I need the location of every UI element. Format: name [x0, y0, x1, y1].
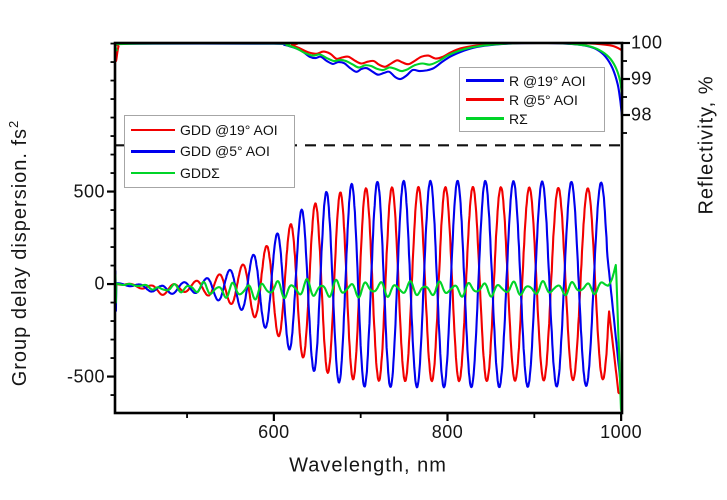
- gdd-tick-label-0: 0: [94, 273, 105, 294]
- legend-label-r-sum: RΣ: [509, 110, 528, 127]
- legend-item-gdd-5: GDD @5° AOI: [131, 143, 288, 159]
- legend-label-gdd-19: GDD @19° AOI: [180, 121, 278, 138]
- legend-item-r-19: R @19° AOI: [466, 73, 598, 89]
- legend-label-r-19: R @19° AOI: [509, 72, 586, 89]
- x-axis-title: Wavelength, nm: [289, 454, 447, 477]
- left-y-axis-title-text: Group delay dispersion. fs: [8, 127, 31, 387]
- legend-line-gdd-19: [131, 128, 175, 132]
- series-r_5: [115, 43, 622, 68]
- gdd-tick-label-500: 500: [73, 181, 105, 202]
- legend-gdd: GDD @19° AOI GDD @5° AOI GDDΣ: [124, 115, 295, 188]
- refl-tick-label-99: 99: [631, 68, 653, 89]
- legend-label-gdd-sum: GDDΣ: [180, 165, 220, 182]
- gdd-tick-label--500: -500: [66, 366, 105, 387]
- legend-label-r-5: R @5° AOI: [509, 91, 578, 108]
- legend-item-gdd-sum: GDDΣ: [131, 165, 288, 181]
- legend-line-gdd-5: [131, 150, 175, 153]
- legend-reflectivity: R @19° AOI R @5° AOI RΣ: [459, 67, 605, 132]
- legend-item-r-5: R @5° AOI: [466, 92, 598, 108]
- legend-line-r-19: [466, 79, 504, 82]
- left-y-axis-title-sup: 2: [6, 119, 22, 128]
- left-y-axis-title: Group delay dispersion. fs2: [6, 120, 32, 387]
- legend-item-r-sum: RΣ: [466, 111, 598, 127]
- series-gdd_sum: [115, 263, 622, 413]
- right-y-axis-title: Reflectivity, %: [695, 75, 718, 215]
- legend-item-gdd-19: GDD @19° AOI: [131, 122, 288, 138]
- x-tick-label-800: 800: [431, 422, 464, 442]
- legend-label-gdd-5: GDD @5° AOI: [180, 143, 270, 160]
- x-tick-label-1000: 1000: [600, 422, 643, 442]
- refl-tick-label-100: 100: [631, 32, 663, 53]
- legend-line-r-5: [466, 98, 504, 101]
- x-tick-label-600: 600: [258, 422, 290, 442]
- legend-line-gdd-sum: [131, 171, 175, 175]
- legend-line-r-sum: [466, 117, 504, 120]
- refl-tick-label-98: 98: [631, 104, 653, 125]
